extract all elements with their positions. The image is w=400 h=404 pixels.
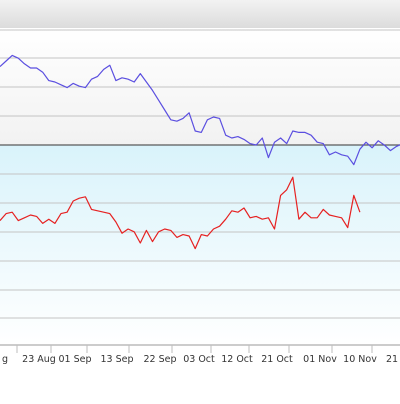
x-tick-label: 21 — [386, 354, 398, 365]
lower-panel-bg — [0, 145, 400, 345]
x-tick-label: 23 Aug — [22, 354, 56, 365]
x-tick-label: 10 Nov — [343, 354, 377, 365]
series-line-0 — [0, 54, 400, 166]
series-line-1 — [0, 176, 361, 250]
x-tick-label: 21 Oct — [261, 354, 293, 365]
x-tick-label: 13 Sep — [100, 354, 133, 365]
axis-strip-bg — [0, 345, 400, 400]
x-tick-label: 22 Sep — [143, 354, 176, 365]
x-tick-label: 01 Sep — [58, 354, 91, 365]
x-tick-label: 01 Nov — [303, 354, 337, 365]
top-strip — [0, 0, 400, 28]
x-tick-label: 03 Oct — [183, 354, 215, 365]
x-tick-label: 12 Oct — [221, 354, 253, 365]
x-tick-label: g — [2, 354, 8, 365]
